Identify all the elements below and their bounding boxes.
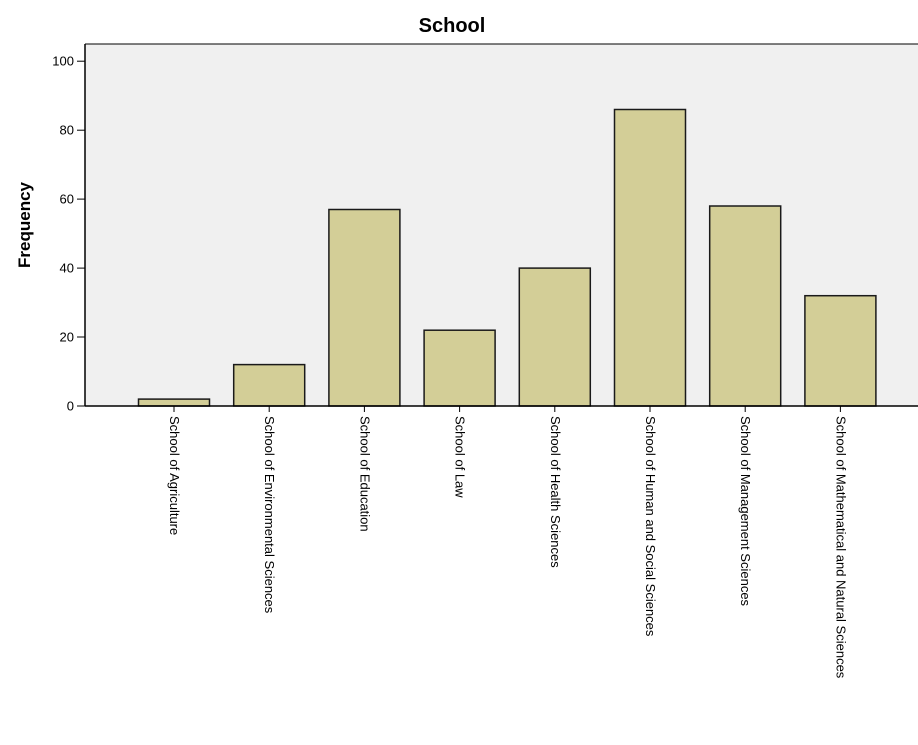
x-tick-label: School of Law bbox=[453, 416, 468, 498]
x-tick-label: School of Education bbox=[357, 416, 372, 532]
bar bbox=[613, 108, 687, 407]
y-tick-label: 80 bbox=[60, 123, 74, 138]
bar bbox=[518, 267, 592, 407]
bar bbox=[232, 363, 306, 407]
y-tick-label: 60 bbox=[60, 192, 74, 207]
x-tick-label: School of Mathematical and Natural Scien… bbox=[833, 416, 848, 679]
bar bbox=[423, 329, 496, 407]
chart-title: School bbox=[419, 15, 486, 37]
x-tick-label: School of Management Sciences bbox=[738, 416, 753, 607]
x-category-labels-group: School of Agriculture School of Environme… bbox=[167, 406, 848, 679]
y-tick-label: 0 bbox=[67, 399, 74, 414]
y-axis-label: Frequency bbox=[15, 181, 34, 268]
x-tick-label: School of Agriculture bbox=[167, 416, 182, 535]
y-tick-label: 100 bbox=[52, 54, 74, 69]
bar bbox=[137, 398, 211, 407]
x-tick-label: School of Environmental Sciences bbox=[262, 416, 277, 614]
bars-group bbox=[137, 108, 877, 407]
y-tick-label: 20 bbox=[60, 330, 74, 345]
bar bbox=[328, 208, 401, 407]
bar bbox=[708, 205, 782, 407]
y-tick-label: 40 bbox=[60, 261, 74, 276]
bar bbox=[804, 294, 877, 407]
x-tick-label: School of Human and Social Sciences bbox=[643, 416, 658, 637]
y-ticks-group: 0 20 40 60 80 100 bbox=[52, 54, 85, 414]
plot-area bbox=[85, 44, 918, 406]
x-tick-label: School of Health Sciences bbox=[548, 416, 563, 568]
